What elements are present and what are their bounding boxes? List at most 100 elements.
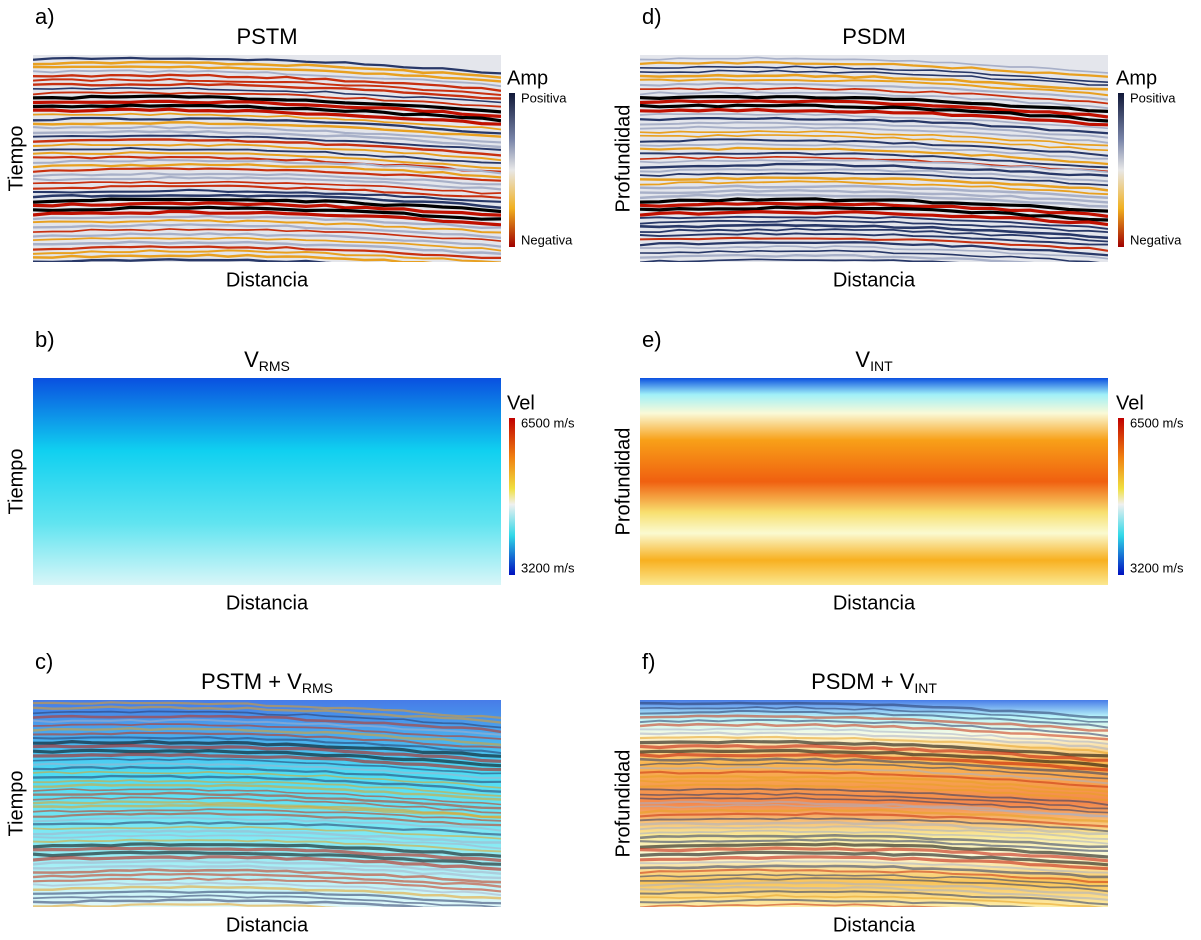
reflector: [640, 829, 1108, 845]
reflector: [640, 873, 1108, 887]
colorbar-top-label: 6500 m/s: [521, 415, 575, 430]
reflector: [640, 735, 1108, 755]
reflector: [640, 197, 1108, 213]
reflector: [33, 129, 501, 149]
panel-label: d): [642, 4, 662, 29]
panel-label: a): [35, 4, 55, 29]
reflector: [33, 249, 501, 262]
reflector: [33, 240, 501, 256]
reflector: [33, 188, 501, 203]
reflector: [33, 60, 501, 79]
panel-image: [33, 55, 501, 262]
reflector: [640, 241, 1108, 257]
reflector: [33, 774, 501, 793]
reflector: [33, 228, 501, 242]
reflector: [33, 201, 501, 217]
reflector: [640, 193, 1108, 208]
reflector: [33, 796, 501, 814]
reflector: [640, 215, 1108, 230]
reflector: [640, 701, 1108, 719]
reflector: [33, 116, 501, 135]
reflector: [33, 175, 501, 191]
reflector: [640, 719, 1108, 738]
reflector: [640, 868, 1108, 884]
reflector: [33, 205, 501, 221]
colorbar-bottom-label: 3200 m/s: [521, 560, 575, 575]
reflector: [33, 881, 501, 897]
panel-title: PSTM: [236, 24, 297, 49]
reflector: [33, 184, 501, 199]
y-axis-label: Profundidad: [612, 428, 634, 536]
reflector: [33, 223, 501, 240]
reflector: [640, 894, 1104, 907]
reflector: [640, 249, 1101, 262]
reflector: [640, 245, 1108, 260]
y-axis-label: Profundidad: [612, 750, 634, 858]
reflector: [33, 245, 501, 259]
reflector: [640, 834, 1108, 849]
reflector: [33, 158, 501, 175]
panel-label: f): [642, 649, 655, 674]
reflector: [33, 743, 501, 763]
reflector: [33, 138, 501, 157]
reflector: [33, 825, 501, 840]
colorbar-title: Amp: [1116, 67, 1157, 89]
reflector: [640, 236, 1108, 252]
reflector: [33, 829, 501, 844]
reflector: [640, 748, 1108, 768]
reflector: [640, 855, 1108, 871]
reflector: [33, 846, 501, 863]
reflector: [33, 816, 501, 832]
colorbar: [509, 418, 515, 575]
reflector: [33, 842, 501, 858]
reflector: [33, 710, 501, 729]
reflector: [640, 253, 1035, 262]
reflector: [640, 739, 1108, 758]
reflector: [640, 162, 1108, 177]
reflector: [640, 714, 1108, 732]
reflector: [640, 820, 1108, 836]
reflector: [33, 834, 501, 850]
reflector: [33, 761, 501, 779]
reflector: [33, 701, 501, 719]
reflector: [640, 705, 1108, 723]
reflector: [640, 116, 1108, 135]
reflector: [640, 209, 1108, 227]
reflector: [640, 151, 1108, 169]
y-axis-label: Tiempo: [5, 126, 27, 192]
reflector: [33, 752, 501, 772]
panel-image: [640, 700, 1108, 907]
colorbar-bottom-label: Negativa: [1130, 232, 1182, 247]
panel-image: [640, 378, 1108, 585]
reflector: [33, 872, 501, 888]
colorbar-bottom-label: Negativa: [521, 232, 573, 247]
reflector: [33, 143, 501, 162]
reflector: [640, 146, 1108, 166]
reflector: [33, 748, 501, 768]
reflector: [33, 890, 501, 905]
reflector: [33, 757, 501, 775]
reflector: [33, 864, 501, 880]
reflector: [33, 65, 501, 83]
reflector: [33, 82, 501, 100]
colorbar-bottom-label: 3200 m/s: [1130, 560, 1184, 575]
reflector: [640, 99, 1108, 119]
x-axis-label: Distancia: [226, 592, 309, 614]
reflector: [640, 825, 1108, 841]
reflector: [640, 56, 1108, 74]
reflector: [640, 232, 1108, 246]
colorbar-top-label: Positiva: [1130, 90, 1176, 105]
reflector: [640, 134, 1108, 152]
velocity-field: [33, 378, 501, 585]
reflector: [640, 176, 1108, 192]
title-main: PSDM: [842, 24, 906, 49]
reflector: [640, 82, 1108, 101]
panel-title: VRMS: [244, 347, 290, 374]
reflector: [640, 138, 1108, 157]
reflector: [640, 812, 1108, 828]
colorbar-title: Amp: [507, 67, 548, 89]
reflector: [33, 765, 501, 784]
reflector: [33, 736, 501, 755]
reflector: [640, 898, 1036, 907]
reflector: [33, 808, 501, 822]
